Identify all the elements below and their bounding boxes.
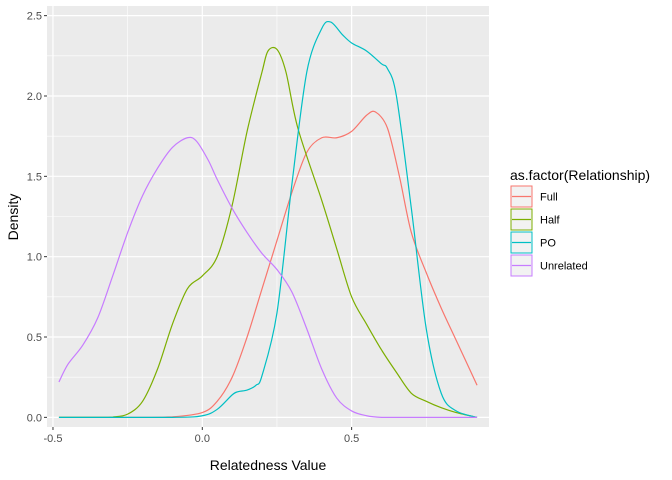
y-tick-label: 0.5 [27,332,42,344]
y-tick-label: 2.0 [27,91,42,103]
legend-label-unrelated: Unrelated [540,261,588,273]
legend-item-full: Full [510,185,558,208]
y-tick-label: 1.0 [27,252,42,264]
legend: as.factor(Relationship) Full Half PO Unrela… [510,167,650,277]
x-tick-label: 0.5 [344,433,359,445]
legend-item-po: PO [510,231,556,254]
legend-label-full: Full [540,192,558,204]
y-tick-label: 2.5 [27,11,42,23]
series-lines [58,20,478,418]
x-axis: -0.5 0.0 0.5 [43,427,359,445]
legend-items: Full Half PO Unrelated [510,185,588,277]
x-tick-label: 0.0 [195,433,210,445]
y-axis: 0.0 0.5 1.0 1.5 2.0 2.5 [27,11,47,424]
series-line-po [58,20,478,418]
legend-item-half: Half [510,208,561,231]
series-line-half [58,46,478,418]
series-line-unrelated [58,136,478,418]
legend-item-unrelated: Unrelated [510,254,588,277]
major-gridlines [47,6,489,427]
legend-label-half: Half [540,215,561,227]
y-axis-title: Density [5,194,21,241]
y-tick-label: 1.5 [27,171,42,183]
legend-label-po: PO [540,238,556,250]
minor-gridlines [47,6,489,427]
x-axis-title: Relatedness Value [210,457,327,473]
series-line-full [58,110,478,418]
y-tick-label: 0.0 [27,412,42,424]
x-tick-label: -0.5 [43,433,62,445]
legend-title: as.factor(Relationship) [510,167,650,183]
